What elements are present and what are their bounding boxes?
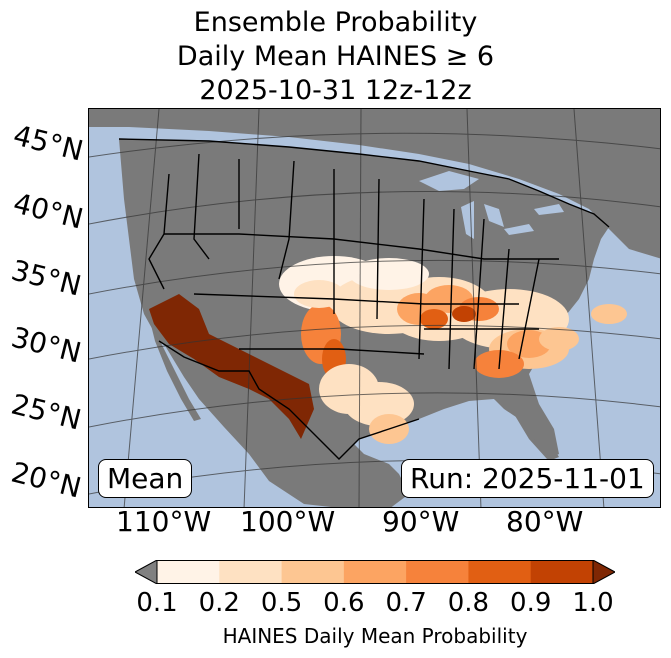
probability-patch <box>539 327 579 351</box>
lat-label-25: 25°N <box>8 387 85 437</box>
colorbar-bin <box>530 560 594 584</box>
lat-label-45: 45°N <box>10 118 87 168</box>
colorbar-bin <box>157 560 220 584</box>
chart-title-line-2: Daily Mean HAINES ≥ 6 <box>176 41 495 72</box>
map-panel <box>88 108 661 508</box>
chart-title-line-1: Ensemble Probability <box>193 7 478 38</box>
probability-field <box>149 256 627 444</box>
colorbar-tick-label: 0.9 <box>510 588 552 618</box>
colorbar-tick-label: 0.2 <box>198 588 240 618</box>
probability-patch-high <box>149 294 314 439</box>
lat-label-35: 35°N <box>8 253 85 303</box>
colorbar-outline <box>156 560 594 584</box>
lon-label-100: 100°W <box>240 505 336 538</box>
colorbar-bins <box>157 560 594 584</box>
lon-label-110: 110°W <box>116 505 212 538</box>
probability-patch <box>591 304 627 324</box>
florida-land <box>494 399 559 461</box>
colorbar-tick-label: 0.1 <box>136 588 178 618</box>
colorbar-bin <box>406 560 469 584</box>
colorbar-label: HAINES Daily Mean Probability <box>222 624 528 648</box>
lon-label-90: 90°W <box>382 505 460 538</box>
colorbar-bin <box>219 560 283 584</box>
lon-label-80: 80°W <box>506 505 584 538</box>
colorbar-tick-label: 1.0 <box>572 588 614 618</box>
map-svg <box>89 109 660 507</box>
probability-patch <box>349 258 429 290</box>
colorbar-tick-label: 0.7 <box>385 588 427 618</box>
colorbar-over-arrow <box>592 560 615 584</box>
probability-patch <box>452 306 476 322</box>
stat-label-box: Mean <box>98 459 193 498</box>
colorbar <box>135 560 615 584</box>
lat-label-20: 20°N <box>8 455 85 505</box>
great-lakes <box>419 171 564 239</box>
colorbar-bin <box>281 560 345 584</box>
lat-label-40: 40°N <box>10 186 87 236</box>
run-label-box: Run: 2025-11-01 <box>401 459 654 498</box>
probability-patch <box>294 280 344 308</box>
colorbar-under-arrow <box>135 560 158 584</box>
lat-label-30: 30°N <box>8 320 85 370</box>
colorbar-tick-label: 0.6 <box>323 588 365 618</box>
canada-land <box>89 109 660 259</box>
colorbar-bin <box>468 560 532 584</box>
chart-title-line-3: 2025-10-31 12z-12z <box>199 75 472 106</box>
political-borders <box>118 138 610 460</box>
colorbar-bin <box>343 560 407 584</box>
colorbar-tick-label: 0.8 <box>447 588 490 618</box>
probability-patch <box>420 309 448 329</box>
colorbar-tick-label: 0.5 <box>260 588 303 618</box>
